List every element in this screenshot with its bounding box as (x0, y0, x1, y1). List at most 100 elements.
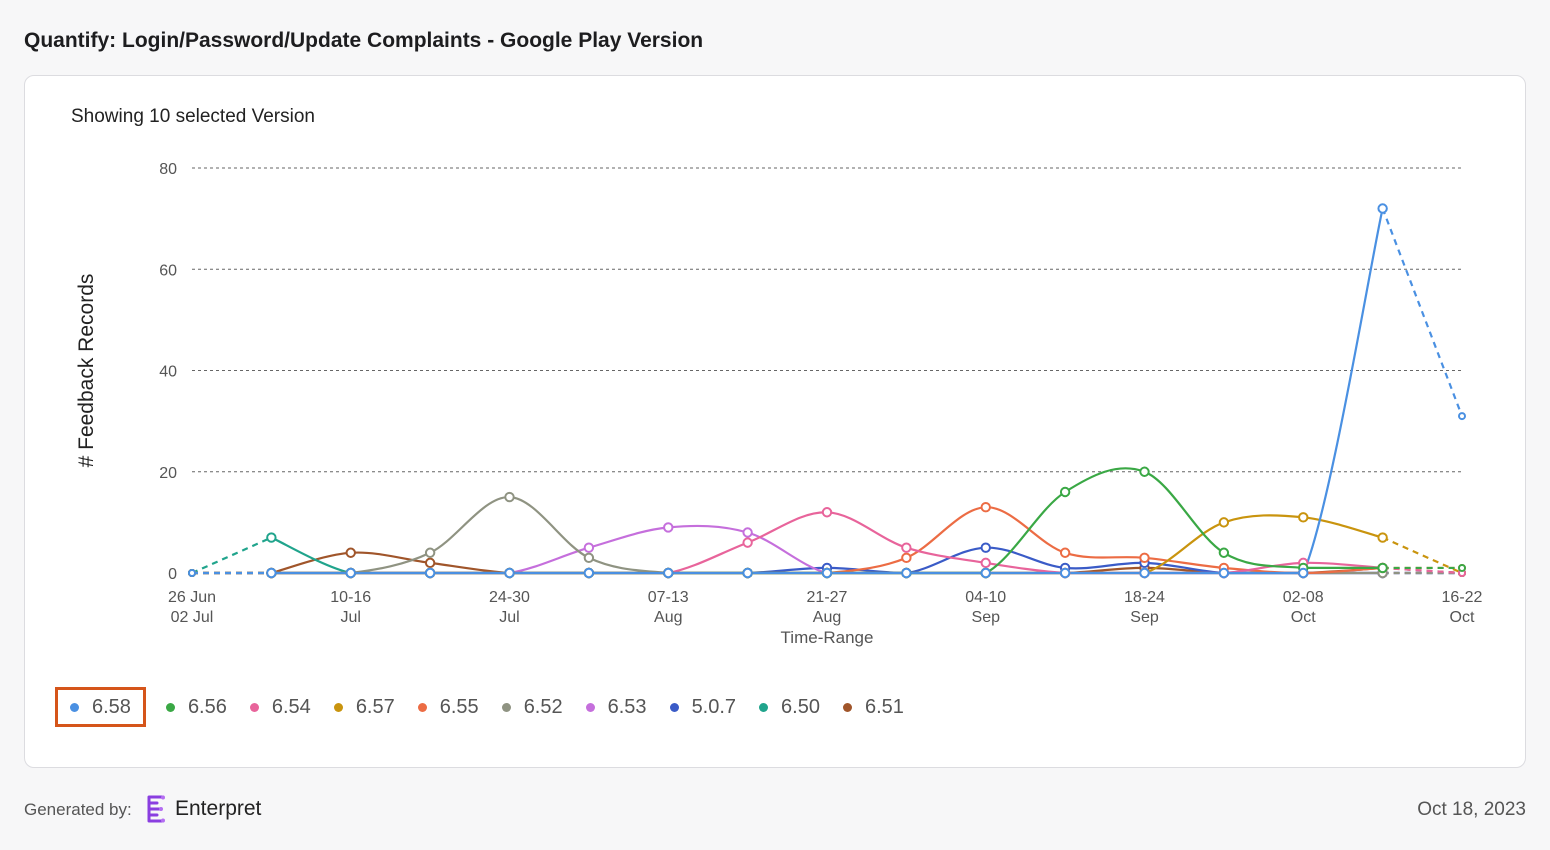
data-point (504, 567, 515, 579)
brand-name: Enterpret (175, 797, 262, 820)
data-point (821, 567, 833, 579)
data-point (424, 567, 436, 579)
x-tick-label: 16-22 (1442, 589, 1483, 606)
legend-label: 5.0.7 (691, 695, 737, 718)
x-tick-label: 18-24 (1124, 589, 1165, 606)
data-point (1298, 512, 1309, 523)
x-tick-label: Oct (1450, 609, 1475, 626)
x-tick-label: 02-08 (1283, 589, 1324, 606)
legend-item[interactable]: 6.57 (320, 687, 404, 727)
legend-label: 6.50 (781, 695, 820, 718)
series-line (271, 208, 1384, 575)
legend-item[interactable]: 6.58 (55, 687, 146, 727)
data-point (901, 542, 912, 553)
data-point (1458, 563, 1466, 572)
legend-dot-icon (249, 702, 259, 712)
legend-label: 6.54 (271, 695, 311, 718)
data-point (980, 501, 991, 513)
y-tick-label: 40 (159, 364, 177, 381)
x-tick-label: Aug (654, 609, 682, 626)
legend-item[interactable]: 6.50 (745, 687, 829, 727)
chart-subtitle: Showing 10 selected Version (71, 106, 315, 127)
legend-label: 6.56 (187, 695, 227, 718)
data-point (1377, 532, 1388, 543)
data-point (1218, 547, 1230, 558)
data-point (1298, 567, 1309, 579)
x-tick-label: Aug (813, 609, 841, 626)
legend-item[interactable]: 6.51 (829, 687, 913, 727)
data-point (345, 547, 356, 558)
data-point (663, 522, 674, 533)
legend-label: 6.52 (523, 695, 563, 718)
data-point (821, 507, 833, 518)
data-point (901, 552, 912, 564)
legend-dot-icon (669, 702, 679, 712)
legend-item[interactable]: 6.54 (236, 687, 320, 727)
legend-dot-icon (842, 702, 852, 712)
legend-label: 6.57 (355, 695, 395, 718)
x-axis-title: Time-Range (781, 628, 874, 647)
y-axis-title: # Feedback Records (75, 274, 98, 468)
data-point (424, 547, 436, 558)
legend-item[interactable]: 6.53 (572, 687, 656, 727)
data-point (1139, 552, 1150, 564)
data-point (1139, 466, 1150, 477)
legend-dot-icon (165, 702, 175, 712)
legend-item[interactable]: 6.55 (404, 687, 488, 727)
data-point (742, 537, 753, 548)
y-tick-label: 60 (159, 262, 177, 279)
data-point (980, 567, 991, 579)
data-point (1458, 412, 1466, 421)
data-point (266, 567, 277, 579)
x-tick-label: 26 Jun (168, 589, 216, 606)
x-tick-label: 10-16 (330, 589, 371, 606)
data-point (424, 557, 436, 569)
data-point (1218, 517, 1230, 528)
chart-legend: 6.58 6.56 6.54 6.57 6.55 6.52 6.53 5.0.7 6.50 6.5… (55, 685, 913, 729)
chart-card: Showing 10 selected Version 0 20 40 60 80 # F… (24, 75, 1526, 768)
x-tick-label: 04-10 (965, 589, 1006, 606)
legend-label: 6.58 (92, 695, 131, 718)
legend-item[interactable]: 5.0.7 (656, 687, 745, 727)
data-point (583, 552, 595, 564)
legend-item[interactable]: 6.56 (152, 687, 236, 727)
data-point (663, 567, 674, 579)
series-dashed-segment (1381, 208, 1464, 417)
data-point (901, 567, 912, 579)
legend-dot-icon (501, 702, 511, 712)
series-dashed-segment (1382, 536, 1463, 575)
x-tick-label: Jul (499, 609, 519, 626)
x-tick-label: 02 Jul (171, 609, 214, 626)
data-point (1059, 547, 1071, 558)
legend-item[interactable]: 6.52 (488, 687, 572, 727)
footer-generated-by: Generated by: (24, 800, 132, 819)
y-tick-label: 0 (168, 566, 177, 583)
legend-dot-icon (333, 702, 343, 712)
data-point (1218, 567, 1230, 579)
x-tick-label: Oct (1291, 609, 1316, 626)
y-tick-label: 20 (159, 465, 177, 482)
data-point (742, 567, 753, 579)
x-tick-label: Sep (1130, 609, 1159, 626)
series-line (271, 467, 1383, 575)
series-dashed-segment (191, 536, 272, 575)
data-point (1377, 203, 1388, 214)
x-tick-label: 21-27 (807, 589, 848, 606)
data-point (188, 569, 196, 577)
data-point (742, 527, 753, 538)
page-title: Quantify: Login/Password/Update Complain… (24, 29, 704, 52)
data-point (1139, 567, 1150, 579)
enterpret-logo-icon (147, 795, 165, 823)
data-point (980, 542, 991, 553)
data-point (1377, 562, 1388, 574)
line-chart: 0 20 40 60 80 # Feedback Records 26 Jun 02 Jul 1… (75, 161, 1483, 647)
legend-dot-icon (759, 702, 769, 712)
legend-dot-icon (585, 702, 595, 712)
data-point (980, 557, 991, 569)
x-tick-label: 24-30 (489, 589, 530, 606)
brand: Enterpret (145, 795, 261, 823)
x-tick-label: Jul (341, 609, 361, 626)
data-point (583, 567, 595, 579)
data-point (1059, 486, 1071, 498)
legend-label: 6.51 (864, 695, 904, 718)
